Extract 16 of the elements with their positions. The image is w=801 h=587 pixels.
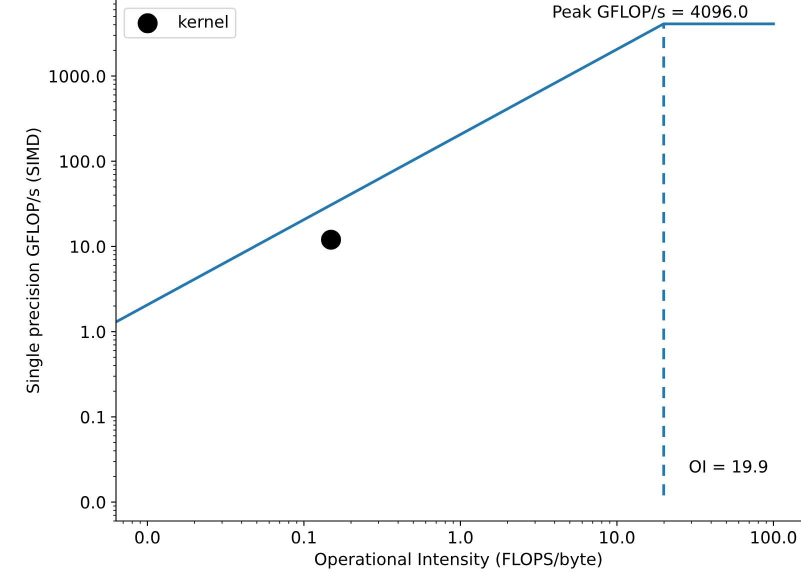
x-tick-label: 100.0 (751, 531, 796, 544)
y-axis-title: Single precision GFLOP/s (SIMD) (26, 128, 42, 393)
y-tick-label: 0.1 (80, 410, 105, 424)
x-tick-label: 1.0 (449, 531, 473, 544)
x-tick-label: 0.1 (292, 531, 316, 544)
x-tick-label: 10.0 (600, 531, 634, 544)
y-tick-label: 1.0 (82, 326, 106, 338)
x-tick-label: 0.0 (135, 531, 160, 544)
x-axis-title: Operational Intensity (FLOPS/byte) (315, 552, 602, 569)
legend-label: kernel (179, 15, 228, 28)
y-tick-label: 10.0 (71, 240, 106, 254)
annotation: Peak GFLOP/s = 4096.0 (554, 4, 748, 20)
y-tick-label: 0.0 (80, 496, 106, 509)
annotation: OI = 19.9 (690, 460, 768, 473)
y-tick-label: 100.0 (60, 155, 106, 168)
y-tick-label: 1000.0 (50, 70, 106, 83)
